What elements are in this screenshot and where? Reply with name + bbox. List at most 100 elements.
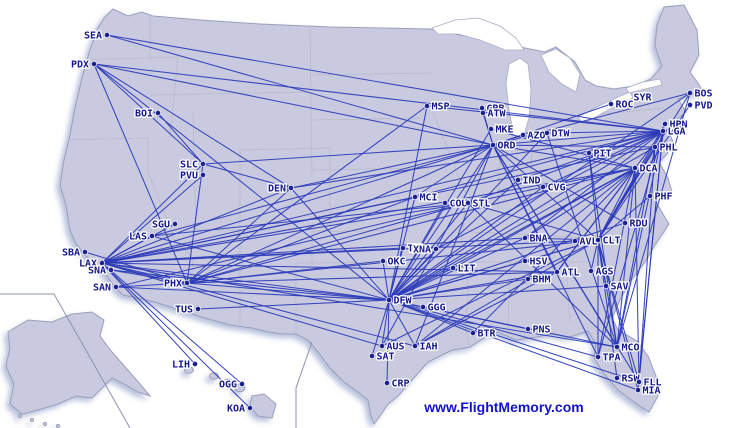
route-BOI-SLC	[157, 112, 204, 165]
route-HSV-DFW	[388, 260, 526, 301]
route-LGA-MCO	[616, 130, 664, 348]
airport-dot-PHX	[183, 279, 191, 287]
airport-label-PHX: PHX	[164, 279, 182, 290]
airport-label-BTR: BTR	[478, 329, 497, 340]
airport-dot-TUS	[194, 305, 202, 313]
airport-dot-ATW	[479, 109, 487, 117]
airport-dot-HPN	[661, 120, 669, 128]
airport-label-MCO: MCO	[622, 343, 640, 354]
route-ORD-DCA	[492, 144, 636, 169]
airport-label-PVU: PVU	[180, 171, 198, 182]
inset-borders	[0, 293, 313, 428]
alaska-inset-border	[0, 293, 131, 428]
route-PHX-STL	[186, 202, 469, 284]
route-STL-MCO	[467, 202, 618, 348]
route-BOS-MCO	[616, 92, 691, 348]
route-TUL-DFW	[388, 247, 404, 301]
airport-dot-STL	[464, 199, 472, 207]
airport-dot-SGU	[171, 220, 179, 228]
airport-label-AVL: AVL	[580, 237, 598, 248]
route-DCA-TPA	[597, 167, 636, 358]
airport-dot-CRP	[383, 379, 391, 387]
airport-label-GRB: GRB	[487, 104, 505, 115]
route-PHL-CLT	[597, 146, 656, 241]
route-CRP-DFW	[386, 299, 390, 384]
lake-superior	[431, 17, 525, 51]
route-MIA-DFW	[388, 299, 639, 391]
airport-dot-TUL	[399, 244, 407, 252]
airport-dot-MSP	[423, 102, 431, 110]
route-LAS-LAX	[101, 235, 153, 264]
airport-dot-AVL	[571, 237, 579, 245]
airport-label-LIH: LIH	[172, 360, 190, 371]
route-CVG-LGA	[542, 130, 664, 188]
airport-label-KOA: KOA	[227, 404, 245, 415]
route-PHF-CLT	[597, 195, 651, 241]
airport-label-TPA: TPA	[603, 353, 621, 364]
aleutian-island	[42, 421, 48, 427]
airport-label-BOS: BOS	[695, 89, 713, 100]
route-PHX-DFW	[186, 282, 390, 301]
route-BOS-DFW	[388, 92, 691, 301]
airport-dot-PVU	[199, 171, 207, 179]
alaska-inset	[5, 311, 152, 428]
airport-dot-SAN	[112, 283, 120, 291]
route-LAX-DEN	[101, 187, 292, 264]
route-STL-CLT	[467, 202, 599, 241]
airport-dot-SAT	[368, 352, 376, 360]
airport-label-BHM: BHM	[533, 275, 551, 286]
hawaii-inset-border	[295, 341, 313, 428]
route-CLT-AGS	[590, 239, 599, 272]
airport-dot-RDU	[621, 219, 629, 227]
routes-layer	[84, 34, 691, 409]
route-LAX-LGA	[101, 130, 664, 264]
airport-label-COU: COU	[450, 199, 468, 210]
route-TUS-DFW	[197, 299, 390, 310]
airport-label-ATL: ATL	[562, 268, 580, 279]
route-ORD-MCI	[414, 144, 494, 198]
airport-label-LIT: LIT	[458, 264, 476, 275]
route-SAV-DFW	[388, 285, 607, 301]
route-RDU-DFW	[388, 222, 626, 301]
route-STL-LGA	[467, 130, 664, 204]
route-PDX-SLC	[93, 63, 204, 165]
airport-label-RDU: RDU	[630, 219, 648, 230]
route-CLT-RSW	[597, 239, 618, 379]
route-XNA-DFW	[388, 248, 437, 301]
route-CLT-BNA	[524, 237, 599, 241]
airport-label-DEN: DEN	[268, 184, 286, 195]
route-IAH-DFW	[388, 299, 416, 347]
airport-label-PHL: PHL	[660, 143, 678, 154]
route-SNA-DFW	[110, 269, 390, 301]
route-PHX-ATL	[186, 271, 558, 284]
lake-ontario	[625, 78, 663, 94]
route-LGA-BNA	[524, 130, 664, 239]
route-BTR-DCA	[472, 167, 636, 334]
airport-dot-GGG	[419, 303, 427, 311]
airport-dot-SBA	[81, 248, 89, 256]
route-CVG-DFW	[388, 186, 544, 301]
route-LAX-STL	[101, 202, 469, 264]
route-DCA-FLL	[634, 167, 640, 383]
airport-label-OKC: OKC	[388, 257, 406, 268]
route-DCA-BNA	[524, 167, 636, 239]
lake-michigan	[505, 57, 532, 139]
airport-dot-BOS	[686, 89, 694, 97]
airport-dot-SLC	[199, 160, 207, 168]
airport-dot-DTW	[543, 129, 551, 137]
route-PHL-FLL	[638, 146, 656, 383]
airport-label-MKE: MKE	[496, 125, 514, 136]
flightmemory-link[interactable]: www.FlightMemory.com	[423, 399, 583, 415]
route-ORD-BOS	[492, 92, 691, 146]
airport-dot-COU	[441, 199, 449, 207]
airport-dot-OGG	[238, 380, 246, 388]
airport-dot-FLL	[635, 378, 643, 386]
airport-label-PVD: PVD	[695, 101, 713, 112]
route-DEN-LGA	[290, 130, 664, 189]
route-MCO-DFW	[388, 299, 618, 348]
airport-dot-BNA	[521, 234, 529, 242]
route-DEN-ORD	[290, 144, 494, 189]
airport-dot-HSV	[521, 257, 529, 265]
